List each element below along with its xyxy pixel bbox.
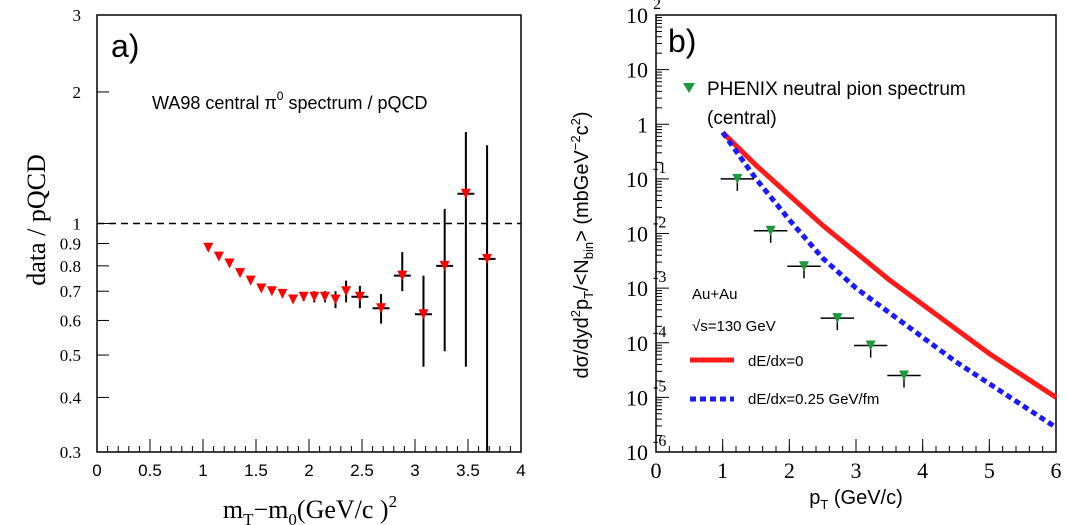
y-tick-exponent-b: -5: [653, 378, 666, 395]
data-point-a: [288, 294, 299, 305]
legend-sublabel-phenix: (central): [707, 108, 777, 129]
data-point-a: [482, 253, 493, 264]
x-tick-label-b: 2: [784, 458, 795, 483]
legend-label-dedx025: dE/dx=0.25 GeV/fm: [748, 391, 879, 408]
curves-b: [720, 130, 1058, 430]
x-tick-label-a: 4: [516, 461, 525, 480]
data-point-a: [309, 291, 320, 302]
y-tick-exponent-b: -2: [653, 215, 666, 232]
x-tick-label-a: 1.5: [244, 461, 268, 480]
y-tick-label-a: 0.8: [60, 257, 81, 276]
x-tick-label-b: 0: [651, 458, 662, 483]
y-axis-label-a: data / pQCD: [22, 154, 51, 285]
y-tick-label-a: 0.3: [60, 443, 81, 462]
curve-dedx025: [720, 130, 1058, 430]
data-point-a: [376, 303, 387, 314]
y-tick-label-b: 10: [626, 440, 648, 465]
y-tick-exponent-b: -4: [653, 324, 666, 341]
energy-label: √s=130 GeV: [692, 318, 776, 335]
y-axis-ticks-b: 10 -6 10 -5 10 -4 10 -3 10 -2 10 -1 1 10 10 2: [626, 0, 669, 465]
x-axis-label-b: pT (GeV/c): [809, 487, 903, 512]
x-axis-ticks-a: 0 0.5 1 1.5 2 2.5 3 3.5 4: [92, 439, 526, 480]
y-tick-label-b: 10: [626, 58, 648, 83]
data-point-a: [245, 275, 256, 286]
data-point-a: [203, 242, 214, 253]
data-point-a: [266, 286, 277, 297]
data-point-a: [460, 188, 471, 199]
y-tick-label-a: 0.5: [60, 346, 81, 365]
x-tick-label-a: 0: [92, 461, 101, 480]
x-tick-label-a: 1: [198, 461, 207, 480]
system-label: Au+Au: [692, 286, 737, 303]
x-axis-label-a: mT−m0(GeV/c )2: [223, 492, 397, 525]
legend-label-dedx0: dE/dx=0: [748, 353, 803, 370]
data-point-a: [397, 270, 408, 281]
x-tick-label-a: 3: [410, 461, 419, 480]
plot-frame-a: [96, 14, 522, 453]
data-points-a: [203, 131, 496, 452]
data-point-a: [319, 291, 330, 302]
panel-label-b: b): [668, 23, 696, 59]
data-point-b: [732, 173, 743, 184]
data-point-a: [298, 291, 309, 302]
y-tick-label-b: 1: [637, 112, 648, 137]
y-tick-exponent-b: 2: [653, 0, 661, 13]
data-points-b: [720, 173, 921, 388]
y-tick-exponent-b: -6: [653, 433, 666, 450]
y-tick-label-a: 2: [73, 83, 82, 102]
x-axis-ticks-b: 0 1 2 3 4 5 6: [651, 439, 1062, 483]
data-point-a: [330, 294, 341, 305]
data-point-a: [224, 258, 235, 269]
data-point-b: [765, 225, 776, 236]
y-tick-label-b: 10: [626, 222, 648, 247]
panel-label-a: a): [111, 28, 139, 64]
x-tick-label-a: 0.5: [138, 461, 162, 480]
y-axis-ticks-a: 0.3 0.4 0.5 0.6 0.7 0.8 0.91 2 3: [60, 6, 109, 462]
x-tick-label-b: 5: [984, 458, 995, 483]
y-tick-label-b: 10: [626, 385, 648, 410]
x-tick-label-b: 3: [851, 458, 862, 483]
y-tick-label-b: 10: [626, 3, 648, 28]
data-point-a: [277, 288, 288, 299]
x-tick-label-a: 2.5: [350, 461, 374, 480]
data-point-a: [418, 309, 429, 320]
x-tick-label-b: 1: [717, 458, 728, 483]
data-point-b: [899, 370, 909, 381]
data-point-a: [439, 260, 450, 271]
y-tick-label-a: 0.6: [60, 311, 81, 330]
y-tick-label-a: 0.7: [60, 282, 82, 301]
x-tick-label-a: 3.5: [456, 461, 480, 480]
x-tick-label-b: 6: [1051, 458, 1062, 483]
y-tick-label-b: 10: [626, 167, 648, 192]
data-point-a: [213, 251, 224, 262]
data-point-a: [256, 283, 267, 294]
curve-dedx0: [720, 130, 1058, 400]
data-point-b: [865, 340, 876, 351]
y-tick-label-b: 10: [626, 331, 648, 356]
y-tick-label-a: 1: [73, 215, 82, 234]
data-point-b: [832, 313, 843, 324]
x-tick-label-b: 4: [917, 458, 928, 483]
y-axis-label-b: dσ/dyd2pT/<Nbin> (mbGeV−2c2): [568, 111, 596, 378]
data-point-a: [235, 268, 246, 279]
y-tick-label-a: 0.4: [60, 388, 82, 407]
data-point-a: [354, 291, 365, 302]
legend-label-phenix: PHENIX neutral pion spectrum: [707, 79, 966, 100]
legend-marker-phenix: [683, 83, 695, 93]
panel-a: 0 0.5 1 1.5 2 2.5 3 3.5 4 0.30.40.50.60.70.80.91…: [22, 6, 526, 525]
y-tick-label-a: 3: [73, 6, 82, 25]
x-tick-label-a: 2: [304, 461, 313, 480]
panel-b: 0 1 2 3 4 5 6 10 -6 10 -5 10 -4 10 -3 10 -2 10 -1 1 10 10 2 b…: [568, 0, 1062, 512]
annotation-a: WA98 central π0 spectrum / pQCD: [152, 89, 428, 113]
data-point-a: [341, 286, 352, 297]
data-point-b: [799, 261, 809, 272]
y-tick-label-a: 0.9: [60, 234, 81, 253]
y-tick-exponent-b: -3: [653, 269, 666, 286]
y-tick-label-b: 10: [626, 276, 648, 301]
y-tick-exponent-b: -1: [653, 160, 666, 177]
